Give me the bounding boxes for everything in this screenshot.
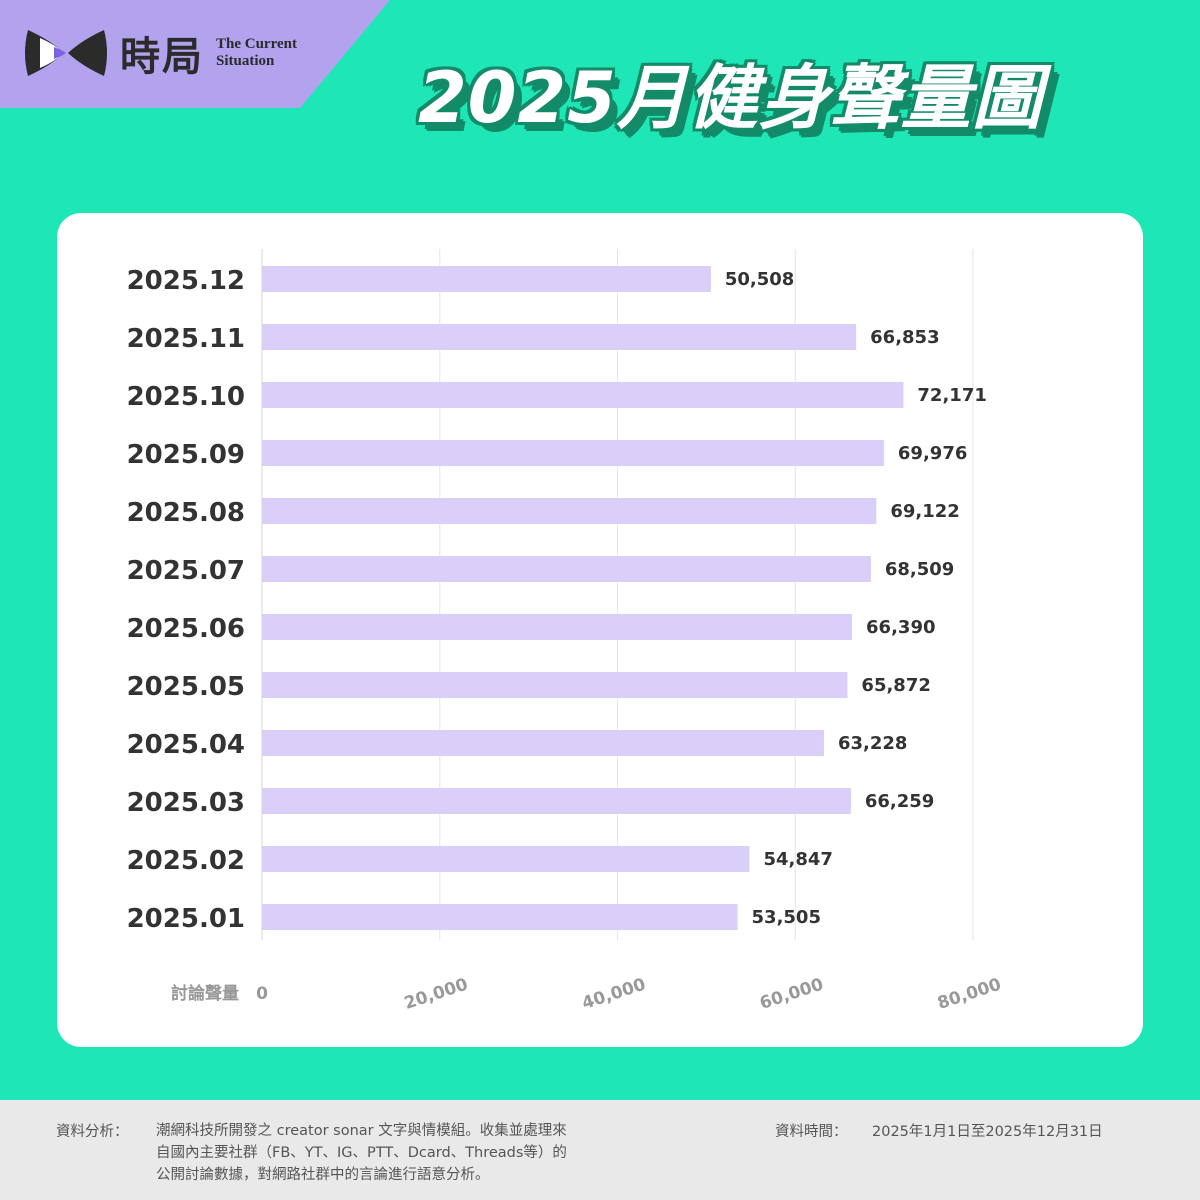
bar <box>262 498 877 524</box>
category-label: 2025.01 <box>127 904 245 934</box>
category-label: 2025.05 <box>127 672 245 702</box>
category-label: 2025.09 <box>127 440 245 470</box>
x-axis-label: 討論聲量 <box>171 983 239 1004</box>
value-label: 68,509 <box>885 559 954 580</box>
source-line-3: 公開討論數據，對網路社群中的言論進行語意分析。 <box>156 1167 490 1183</box>
value-label: 66,259 <box>865 791 934 812</box>
category-label: 2025.08 <box>127 498 245 528</box>
category-label: 2025.07 <box>127 556 245 586</box>
brand-name-en-line2: Situation <box>216 53 275 69</box>
category-label: 2025.12 <box>127 266 245 296</box>
footer: 資料分析： 潮網科技所開發之 creator sonar 文字與情模組。收集並處… <box>0 1100 1200 1200</box>
category-label: 2025.02 <box>127 846 245 876</box>
category-label: 2025.10 <box>127 382 245 412</box>
bar <box>262 904 738 930</box>
value-label: 63,228 <box>838 733 907 754</box>
value-label: 53,505 <box>752 907 821 928</box>
time-range: 2025年1月1日至2025年12月31日 <box>872 1124 1103 1140</box>
source-line-1: 潮網科技所開發之 creator sonar 文字與情模組。收集並處理來 <box>156 1123 567 1139</box>
logo-icon <box>25 30 107 76</box>
bar <box>262 788 851 814</box>
value-label: 69,976 <box>898 443 967 464</box>
x-tick-label: 60,000 <box>757 975 826 1014</box>
bar <box>262 846 750 872</box>
brand-name-cn: 時局 <box>120 33 204 80</box>
source-text: 潮網科技所開發之 creator sonar 文字與情模組。收集並處理來 自國內… <box>156 1120 686 1186</box>
source-line-2: 自國內主要社群（FB、YT、IG、PTT、Dcard、Threads等）的 <box>156 1145 567 1161</box>
x-tick-label: 40,000 <box>580 975 649 1014</box>
source-label: 資料分析： <box>56 1124 129 1140</box>
bar <box>262 672 848 698</box>
bar <box>262 730 824 756</box>
value-label: 66,853 <box>870 327 939 348</box>
bar <box>262 266 711 292</box>
x-tick-label: 20,000 <box>402 975 471 1014</box>
value-label: 50,508 <box>725 269 794 290</box>
category-label: 2025.03 <box>127 788 245 818</box>
bar-chart: 2025.12 50,508 2025.11 66,853 2025.10 72,171 2… <box>127 249 1004 1014</box>
value-label: 66,390 <box>866 617 935 638</box>
category-label: 2025.06 <box>127 614 245 644</box>
x-tick-label: 80,000 <box>935 975 1004 1014</box>
value-label: 69,122 <box>890 501 959 522</box>
bar <box>262 382 904 408</box>
brand-name-en: The Current Situation <box>216 36 297 70</box>
brand: 時局 The Current Situation <box>24 24 297 82</box>
value-label: 65,872 <box>861 675 930 696</box>
page-title: 2025月健身聲量圖 <box>418 57 1043 139</box>
bar <box>262 556 871 582</box>
brand-name-en-line1: The Current <box>216 36 297 52</box>
chart-card: 2025.12 50,508 2025.11 66,853 2025.10 72,171 2… <box>57 213 1143 1047</box>
bar <box>262 614 853 640</box>
bar <box>262 440 884 466</box>
value-label: 54,847 <box>763 849 832 870</box>
time-label: 資料時間： <box>775 1124 848 1140</box>
x-tick-label: 0 <box>256 984 268 1004</box>
value-label: 72,171 <box>917 385 986 406</box>
category-label: 2025.04 <box>127 730 245 760</box>
bar <box>262 324 857 350</box>
category-label: 2025.11 <box>127 324 245 354</box>
